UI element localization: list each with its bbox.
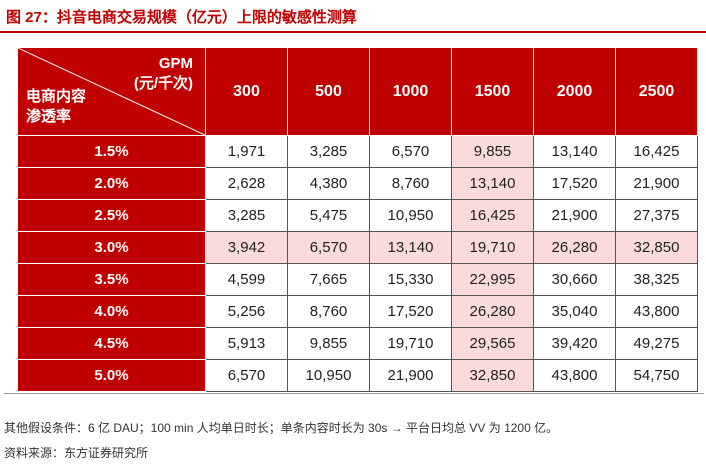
table-cell: 43,800	[615, 295, 698, 328]
table-cell: 10,950	[369, 199, 452, 232]
title-divider	[0, 31, 706, 33]
table-cell: 13,140	[533, 135, 616, 168]
corner-column-label: GPM (元/千次)	[133, 55, 193, 92]
table-cell: 9,855	[451, 135, 534, 168]
footer-divider	[4, 393, 704, 394]
row-header: 4.5%	[17, 327, 206, 360]
table-cell: 21,900	[615, 167, 698, 200]
table-cell: 2,628	[205, 167, 288, 200]
table-cell: 7,665	[287, 263, 370, 296]
table-cell: 43,800	[533, 359, 616, 392]
table-cell: 4,599	[205, 263, 288, 296]
table-cell: 5,256	[205, 295, 288, 328]
table-cell: 32,850	[615, 231, 698, 264]
table-cell: 29,565	[451, 327, 534, 360]
sensitivity-table: GPM (元/千次) 电商内容 渗透率 300 500 1000 1500 20…	[17, 47, 698, 392]
table-cell: 13,140	[451, 167, 534, 200]
table-cell: 13,140	[369, 231, 452, 264]
corner-row-label: 电商内容 渗透率	[26, 88, 87, 125]
table-cell: 27,375	[615, 199, 698, 232]
table-cell: 19,710	[451, 231, 534, 264]
table-cell: 15,330	[369, 263, 452, 296]
assumption-note: 其他假设条件：6 亿 DAU；100 min 人均单日时长；单条内容时长为 30…	[4, 421, 559, 435]
table-row: 2.5% 3,285 5,475 10,950 16,425 21,900 27,375	[17, 199, 698, 232]
table-cell: 21,900	[369, 359, 452, 392]
table-cell: 3,285	[287, 135, 370, 168]
column-header: 1500	[451, 47, 534, 136]
table-row: 3.5% 4,599 7,665 15,330 22,995 30,660 38,325	[17, 263, 698, 296]
table-cell: 16,425	[615, 135, 698, 168]
table-cell: 26,280	[451, 295, 534, 328]
table-row: 2.0% 2,628 4,380 8,760 13,140 17,520 21,900	[17, 167, 698, 200]
table-cell: 5,475	[287, 199, 370, 232]
table-cell: 8,760	[287, 295, 370, 328]
column-header: 500	[287, 47, 370, 136]
table-cell: 21,900	[533, 199, 616, 232]
table-cell: 26,280	[533, 231, 616, 264]
row-header: 1.5%	[17, 135, 206, 168]
table-row: 4.5% 5,913 9,855 19,710 29,565 39,420 49,275	[17, 327, 698, 360]
row-header: 2.0%	[17, 167, 206, 200]
table-cell: 35,040	[533, 295, 616, 328]
table-cell: 6,570	[287, 231, 370, 264]
table-cell: 49,275	[615, 327, 698, 360]
table-cell: 19,710	[369, 327, 452, 360]
table-cell: 3,285	[205, 199, 288, 232]
column-header: 2000	[533, 47, 616, 136]
table-cell: 17,520	[533, 167, 616, 200]
row-header: 3.5%	[17, 263, 206, 296]
table-cell: 10,950	[287, 359, 370, 392]
table-cell: 5,913	[205, 327, 288, 360]
row-header: 3.0%	[17, 231, 206, 264]
table-cell: 1,971	[205, 135, 288, 168]
table-row: 3.0% 3,942 6,570 13,140 19,710 26,280 32,850	[17, 231, 698, 264]
column-header: 1000	[369, 47, 452, 136]
corner-diagonal	[18, 48, 205, 135]
table-row: 4.0% 5,256 8,760 17,520 26,280 35,040 43,800	[17, 295, 698, 328]
source-note: 资料来源：东方证券研究所	[4, 446, 149, 460]
corner-header: GPM (元/千次) 电商内容 渗透率	[17, 47, 206, 136]
figure-title: 图 27：抖音电商交易规模（亿元）上限的敏感性测算	[6, 9, 357, 26]
table-row: 5.0% 6,570 10,950 21,900 32,850 43,800 54,750	[17, 359, 698, 392]
row-header: 4.0%	[17, 295, 206, 328]
table-cell: 54,750	[615, 359, 698, 392]
column-header: 300	[205, 47, 288, 136]
table-cell: 32,850	[451, 359, 534, 392]
table-cell: 16,425	[451, 199, 534, 232]
table-cell: 6,570	[369, 135, 452, 168]
row-header: 5.0%	[17, 359, 206, 392]
table-cell: 4,380	[287, 167, 370, 200]
table-cell: 39,420	[533, 327, 616, 360]
table-cell: 8,760	[369, 167, 452, 200]
row-header: 2.5%	[17, 199, 206, 232]
header-row: GPM (元/千次) 电商内容 渗透率 300 500 1000 1500 20…	[17, 47, 698, 136]
table-cell: 30,660	[533, 263, 616, 296]
table-row: 1.5% 1,971 3,285 6,570 9,855 13,140 16,425	[17, 135, 698, 168]
table-cell: 38,325	[615, 263, 698, 296]
table-cell: 17,520	[369, 295, 452, 328]
table-cell: 22,995	[451, 263, 534, 296]
table-cell: 3,942	[205, 231, 288, 264]
table-cell: 9,855	[287, 327, 370, 360]
column-header: 2500	[615, 47, 698, 136]
table-cell: 6,570	[205, 359, 288, 392]
